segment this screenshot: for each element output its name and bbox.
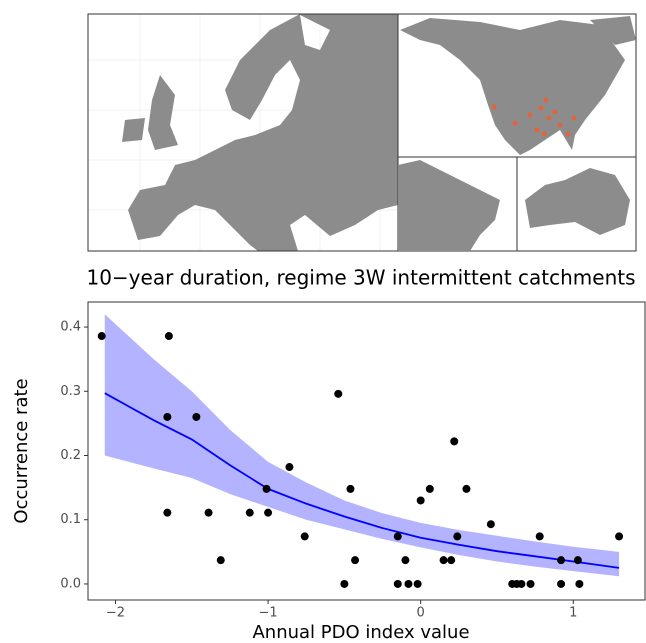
chart-title: 10−year duration, regime 3W intermittent… bbox=[86, 266, 635, 290]
point bbox=[557, 579, 566, 588]
point bbox=[351, 556, 360, 565]
point bbox=[447, 556, 456, 565]
maps bbox=[87, 13, 637, 252]
map-australia bbox=[525, 168, 630, 235]
point bbox=[575, 579, 584, 588]
x-tick-label: −2 bbox=[106, 606, 125, 621]
point bbox=[216, 556, 225, 565]
point bbox=[264, 508, 273, 517]
y-tick-label: 0.0 bbox=[60, 576, 81, 591]
fit-line bbox=[104, 392, 620, 569]
point bbox=[416, 496, 425, 505]
point bbox=[97, 332, 106, 341]
point bbox=[413, 579, 422, 588]
y-tick-label: 0.3 bbox=[60, 384, 81, 399]
point bbox=[334, 389, 343, 398]
point bbox=[450, 437, 459, 446]
confidence-band bbox=[104, 314, 620, 577]
x-axis-label: Annual PDO index value bbox=[252, 622, 469, 643]
point bbox=[404, 579, 413, 588]
x-tick-label: −1 bbox=[258, 606, 277, 621]
point bbox=[204, 508, 213, 517]
point bbox=[245, 508, 254, 517]
point bbox=[573, 556, 582, 565]
point bbox=[462, 484, 471, 493]
point bbox=[526, 579, 535, 588]
point bbox=[486, 520, 495, 529]
plot-border bbox=[87, 301, 646, 601]
point bbox=[163, 412, 172, 421]
point bbox=[517, 579, 526, 588]
y-axis-label: Occurrence rate bbox=[11, 378, 32, 523]
x-tick-label: 1 bbox=[569, 606, 577, 621]
point bbox=[557, 556, 566, 565]
point bbox=[401, 556, 410, 565]
catchments bbox=[491, 97, 577, 137]
point bbox=[615, 532, 624, 541]
y-tick-label: 0.1 bbox=[60, 512, 81, 527]
point bbox=[262, 484, 271, 493]
point bbox=[285, 463, 294, 472]
x-tick-label: 0 bbox=[417, 606, 425, 621]
map-europe bbox=[122, 14, 398, 251]
point bbox=[192, 412, 201, 421]
point bbox=[425, 484, 434, 493]
y-tick-label: 0.2 bbox=[60, 448, 81, 463]
point bbox=[439, 556, 448, 565]
point bbox=[340, 579, 349, 588]
point bbox=[453, 532, 462, 541]
map-north-america bbox=[400, 16, 636, 155]
y-tick-label: 0.4 bbox=[60, 320, 81, 335]
point bbox=[163, 508, 172, 517]
point bbox=[300, 532, 309, 541]
map-south-america bbox=[398, 160, 500, 251]
point bbox=[346, 484, 355, 493]
point bbox=[535, 532, 544, 541]
point bbox=[393, 579, 402, 588]
point bbox=[393, 532, 402, 541]
point bbox=[164, 332, 173, 341]
